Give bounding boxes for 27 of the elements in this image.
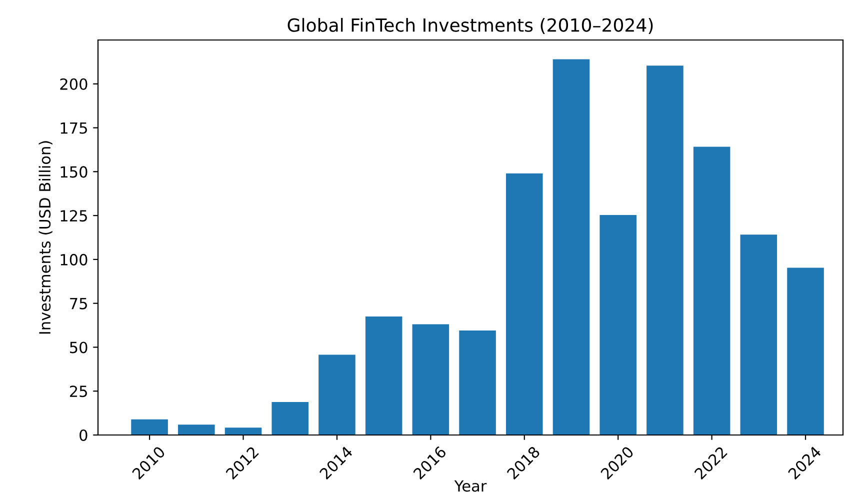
bar: [740, 234, 778, 435]
bar: [599, 214, 638, 435]
bar: [364, 316, 403, 435]
bar: [458, 330, 497, 435]
y-axis-title: Investments (USD Billion): [38, 141, 52, 334]
bar: [271, 401, 310, 435]
y-tick-label: 200: [60, 78, 88, 90]
bar: [130, 418, 169, 435]
bar: [786, 266, 825, 435]
y-tick-label: 0: [80, 429, 88, 442]
y-tick-label: 75: [70, 298, 87, 310]
bar: [318, 354, 356, 435]
bar: [552, 58, 590, 435]
y-tick-label: 25: [70, 386, 87, 398]
bar: [692, 146, 731, 435]
y-tick-label: 150: [60, 166, 88, 178]
y-tick-label: 175: [60, 122, 87, 134]
bar: [224, 426, 262, 435]
chart-title: Global FinTech Investments (2010–2024): [288, 18, 653, 34]
y-tick-label: 125: [60, 210, 87, 222]
y-tick-label: 50: [70, 342, 88, 354]
bar: [412, 324, 450, 435]
y-tick-label: 100: [60, 254, 88, 266]
bar: [646, 64, 684, 435]
x-axis-title: Year: [454, 480, 487, 492]
bar: [505, 172, 544, 435]
bar: [177, 424, 216, 435]
